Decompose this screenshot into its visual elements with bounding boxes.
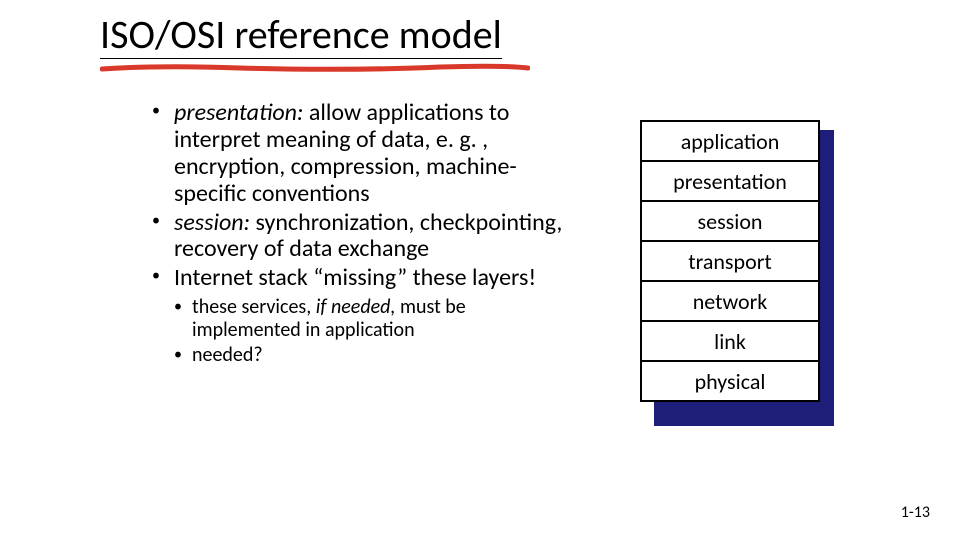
layer-transport: transport	[640, 240, 820, 282]
bullet-session: session: synchronization, checkpointing,…	[150, 210, 565, 264]
title-underline	[100, 62, 530, 74]
outer-list: presentation: allow applications to inte…	[150, 100, 565, 367]
page-number: 1-13	[901, 503, 930, 522]
term-presentation: presentation:	[174, 98, 303, 127]
layer-stack: application presentation session transpo…	[640, 120, 832, 402]
bullet-missing: Internet stack “missing” these layers! t…	[150, 265, 565, 367]
bullet-presentation: presentation: allow applications to inte…	[150, 100, 565, 208]
text-missing: Internet stack “missing” these layers!	[174, 263, 536, 292]
inner-list: these services, if needed, must be imple…	[174, 296, 565, 367]
term-session: session:	[174, 208, 250, 237]
layer-presentation: presentation	[640, 160, 820, 202]
layer-network: network	[640, 280, 820, 322]
sub-bullet-needed: needed?	[174, 344, 565, 367]
sub-bullet-services: these services, if needed, must be imple…	[174, 296, 565, 342]
layer-session: session	[640, 200, 820, 242]
stack-boxes: application presentation session transpo…	[640, 120, 820, 402]
slide-title: ISO/OSI reference model	[100, 14, 502, 59]
layer-physical: physical	[640, 360, 820, 402]
bullet-content: presentation: allow applications to inte…	[150, 100, 565, 369]
layer-link: link	[640, 320, 820, 362]
layer-application: application	[640, 120, 820, 162]
